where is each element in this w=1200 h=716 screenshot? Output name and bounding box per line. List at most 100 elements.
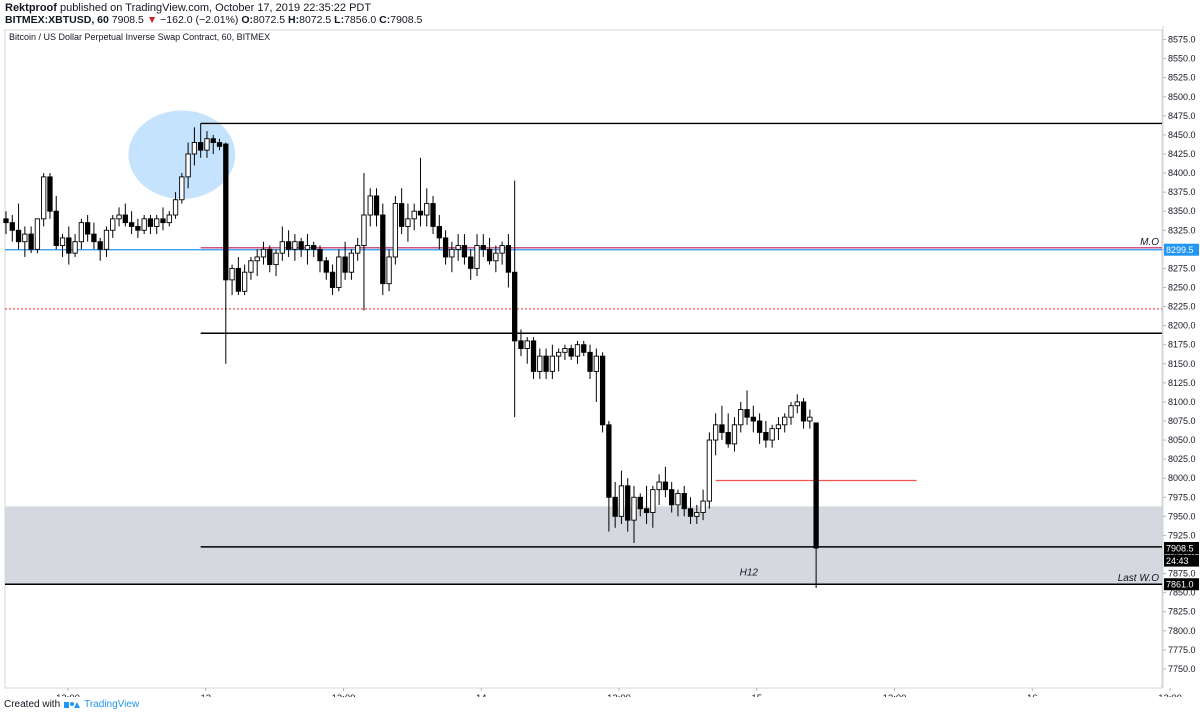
candle-body [480, 245, 486, 250]
zone-annotation: H12 [740, 567, 759, 578]
candle-body [700, 500, 706, 513]
candle-body [599, 355, 606, 426]
candle-body [681, 493, 687, 510]
candle-body [650, 489, 656, 513]
candle-body [731, 424, 738, 445]
candle-body [355, 245, 361, 254]
candle-body [618, 485, 625, 517]
candle-body [725, 431, 731, 445]
price-tick-label: 7875.0 [1168, 569, 1196, 579]
candle-body [637, 496, 643, 510]
candle-body [223, 143, 229, 281]
price-tick-label: 8525.0 [1168, 73, 1196, 83]
candle-body [229, 267, 235, 281]
candle-body [78, 222, 85, 243]
time-tick-label: 12:00 [607, 693, 631, 697]
candle-body [800, 401, 807, 422]
price-tick-label: 7825.0 [1168, 607, 1196, 617]
highlight-ellipse [128, 110, 236, 199]
candle-body [317, 248, 323, 262]
candle-body [775, 424, 782, 430]
price-chart[interactable]: Last W.O M.O H12 8575.0 8550.0 8525.0 8500.0 84… [0, 26, 1200, 697]
candle-body [606, 424, 612, 498]
candle-body [273, 252, 279, 266]
time-tick-label: 12:00 [883, 693, 907, 697]
candle-body [191, 142, 198, 155]
symbol-label: BITMEX:XBTUSD, 60 [5, 14, 109, 26]
candle-body [367, 195, 373, 216]
candle-body [116, 214, 122, 220]
candle-body [417, 210, 424, 216]
candle-body [141, 218, 147, 231]
candle-body [687, 508, 694, 517]
candle-body [128, 222, 135, 227]
candle-body [750, 416, 756, 422]
time-tick-label: 14 [476, 693, 487, 697]
candle-body [311, 245, 317, 250]
candle-body [436, 225, 442, 239]
candle-body [537, 355, 543, 372]
candle-body [512, 271, 518, 342]
price-tick-label: 7925.0 [1168, 530, 1196, 540]
candle-body [342, 256, 348, 273]
candle-body [656, 481, 662, 491]
candle-body [348, 252, 355, 273]
price-tag-label: 8299.5 [1166, 245, 1194, 255]
candle-body [336, 256, 342, 288]
candle-body [254, 256, 260, 262]
candle-body [147, 218, 154, 227]
candle-body [505, 245, 512, 273]
candle-body [216, 142, 223, 147]
published-text: published on TradingView.com, October 17… [60, 2, 372, 14]
price-tick-label: 8075.0 [1168, 416, 1196, 426]
author-name[interactable]: Rektproof [5, 2, 57, 14]
candle-body [91, 233, 97, 243]
candle-body [66, 237, 72, 254]
chart-header: Rektproof published on TradingView.com, … [0, 0, 1200, 26]
candle-body [455, 245, 461, 250]
candle-body [712, 424, 719, 441]
open-label: O: [241, 14, 253, 26]
candle-body [285, 241, 292, 250]
price-tick-label: 8200.0 [1168, 321, 1196, 331]
candle-body [461, 245, 468, 258]
time-tick-label: 12:00 [332, 693, 356, 697]
tradingview-brand[interactable]: TradingView [84, 699, 140, 710]
candle-body [442, 237, 449, 258]
candle-body [675, 493, 681, 506]
price-tag [1164, 578, 1199, 591]
candle-body [549, 355, 556, 372]
candle-body [122, 214, 128, 224]
candle-body [179, 176, 185, 201]
time-tick-label: 15 [752, 693, 763, 697]
candle-body [555, 351, 562, 357]
price-tick-label: 8250.0 [1168, 282, 1196, 292]
candle-body [744, 409, 750, 418]
close-label: C: [379, 14, 391, 26]
candle-body [110, 218, 116, 231]
chart-title: Bitcoin / US Dollar Perpetual Inverse Sw… [9, 32, 270, 42]
candle-body [34, 218, 41, 250]
price-tag [1164, 243, 1199, 256]
candle-body [160, 218, 166, 224]
price-tick-label: 8575.0 [1168, 35, 1196, 45]
candle-body [172, 199, 179, 216]
candle-body [631, 496, 637, 521]
candle-body [424, 203, 430, 216]
price-tick-label: 8350.0 [1168, 206, 1196, 216]
candle-body [241, 271, 248, 292]
candle-body [493, 252, 499, 262]
candle-body [292, 241, 298, 250]
time-tick-label: 12:00 [56, 693, 80, 697]
candle-body [198, 142, 204, 151]
price-tick-label: 8375.0 [1168, 187, 1196, 197]
candle-body [411, 210, 417, 220]
price-tick-label: 7750.0 [1168, 664, 1196, 674]
candle-body [769, 428, 775, 441]
candle-body [782, 416, 788, 426]
time-tick-label: 12:00 [1158, 693, 1182, 697]
candle-body [625, 485, 631, 521]
candle-body [430, 203, 436, 227]
ohlc-line: BITMEX:XBTUSD, 60 7908.5 ▼ −162.0 (−2.01… [5, 14, 422, 26]
candle-body [530, 340, 537, 372]
